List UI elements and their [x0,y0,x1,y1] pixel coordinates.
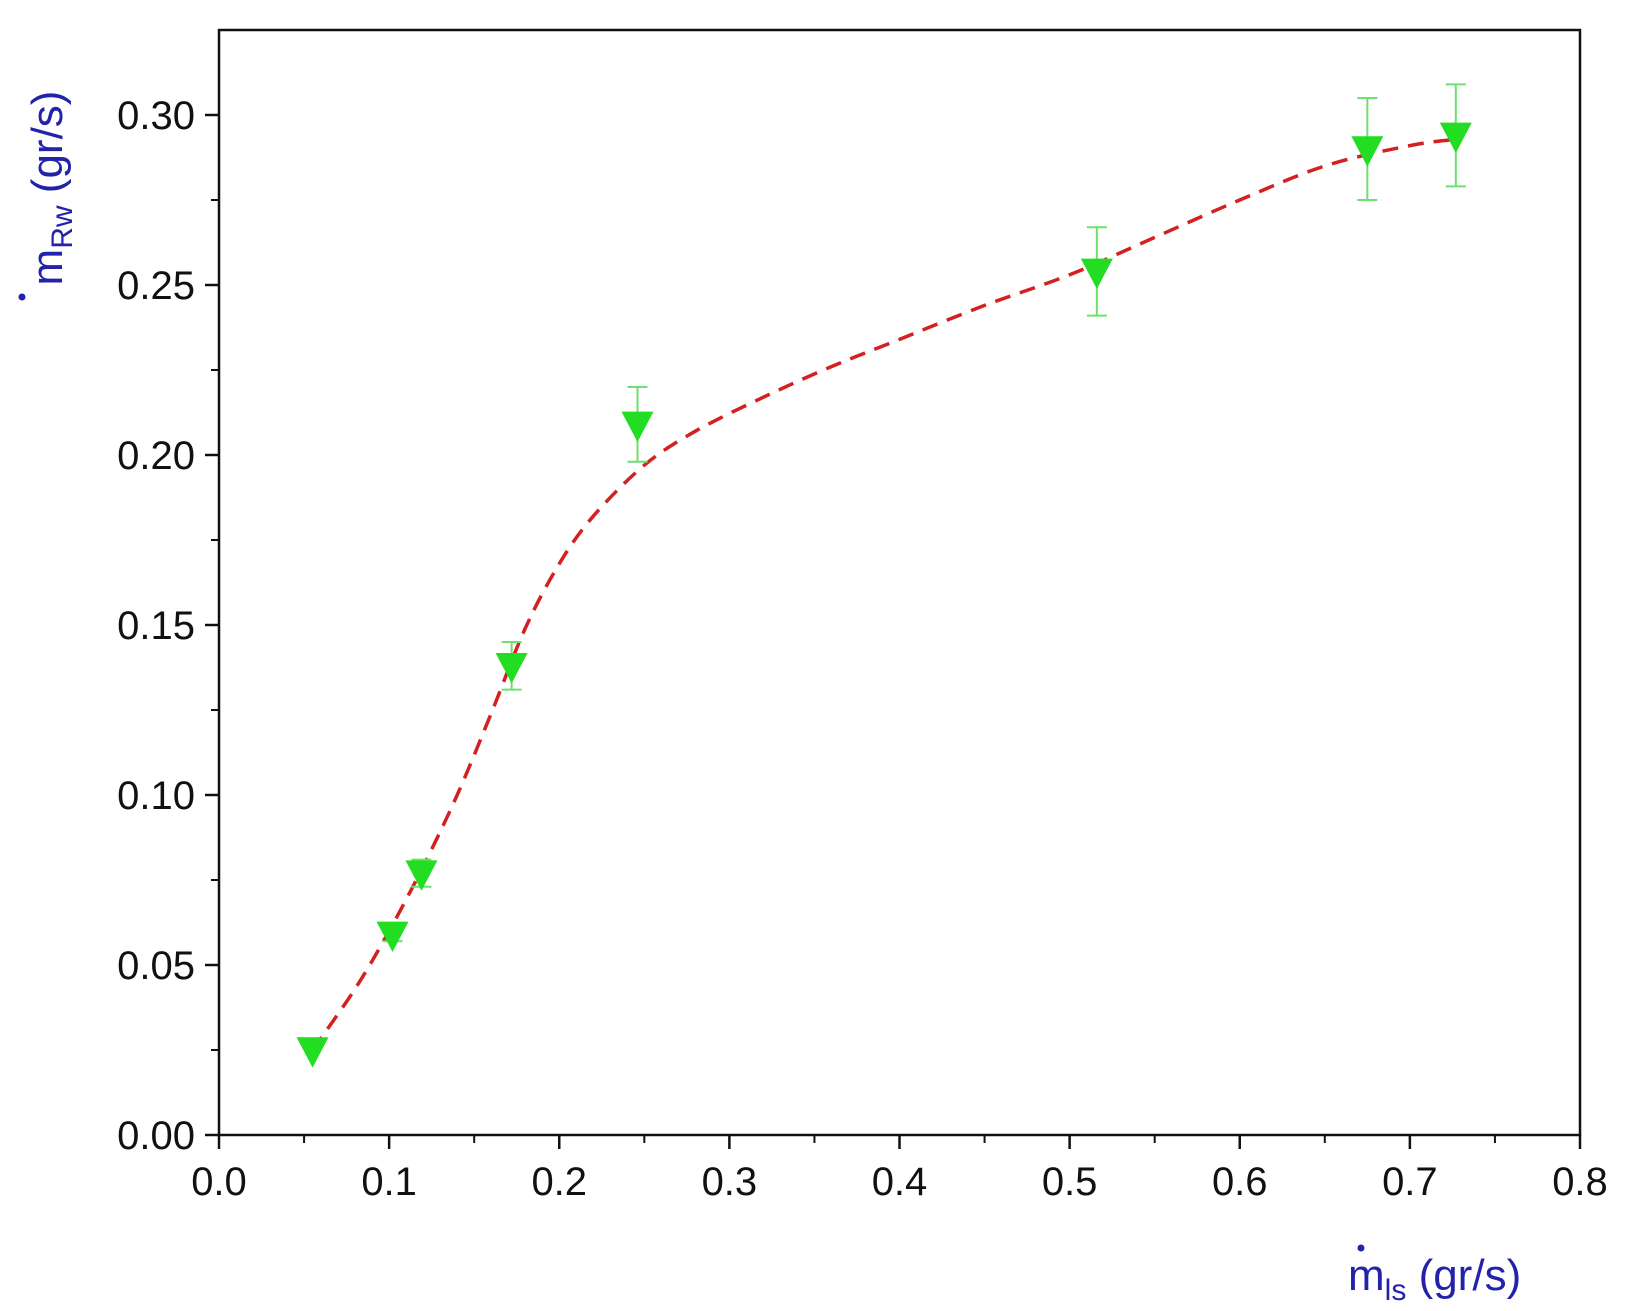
fit-line-layer [311,137,1462,1051]
x-tick-label: 0.6 [1212,1160,1268,1204]
triangle-down-marker [1351,136,1384,167]
y-tick-label: 0.25 [117,264,195,308]
triangle-down-marker [405,860,438,891]
x-tick-label: 0.4 [872,1160,928,1204]
x-tick-label: 0.1 [361,1160,417,1204]
axes: 0.0 0.1 0.2 0.3 0.4 0.5 0.6 0.7 0.8 0.00 0.05 0.10 0… [117,28,1608,1204]
y-axis-unit: (gr/s) [23,91,72,194]
triangle-down-marker [1439,122,1472,153]
x-tick-label: 0.2 [531,1160,587,1204]
y-tick-label: 0.20 [117,434,195,478]
fit-line [311,137,1462,1051]
triangle-down-marker [296,1037,329,1068]
y-tick-label: 0.30 [117,94,195,138]
data-point [405,858,438,891]
data-point [495,641,528,691]
triangle-down-marker [495,653,528,684]
x-tick-label: 0.5 [1042,1160,1098,1204]
y-axis-symbol: m [23,249,72,286]
y-tick-label: 0.15 [117,604,195,648]
data-point [1439,83,1472,188]
data-point [621,386,654,463]
y-axis-dot-accent [18,293,26,301]
x-tick-label: 0.3 [702,1160,758,1204]
data-point [296,1037,329,1068]
x-axis-title: mls (gr/s) [1348,1251,1521,1307]
triangle-down-marker [621,411,654,442]
x-axis-dot-accent [1357,1244,1365,1252]
y-tick-label: 0.05 [117,944,195,988]
x-axis-symbol: m [1348,1251,1385,1300]
x-axis-unit-space [1406,1251,1418,1300]
data-point [1351,97,1384,201]
x-axis-unit: (gr/s) [1419,1251,1522,1300]
data-points-layer [296,83,1472,1068]
y-axis-subscript: Rw [46,205,79,249]
data-point [376,921,409,952]
x-tick-label: 0.0 [191,1160,247,1204]
y-axis-unit-space [23,193,72,205]
y-tick-label: 0.10 [117,774,195,818]
y-tick-label: 0.00 [117,1114,195,1158]
data-point [1080,226,1113,317]
x-axis-subscript: ls [1385,1274,1407,1307]
y-axis-title: mRw (gr/s) [23,91,79,286]
plot-frame [217,28,1582,1137]
triangle-down-marker [376,921,409,952]
triangle-down-marker [1080,258,1113,289]
x-tick-label: 0.8 [1552,1160,1608,1204]
x-tick-label: 0.7 [1382,1160,1438,1204]
